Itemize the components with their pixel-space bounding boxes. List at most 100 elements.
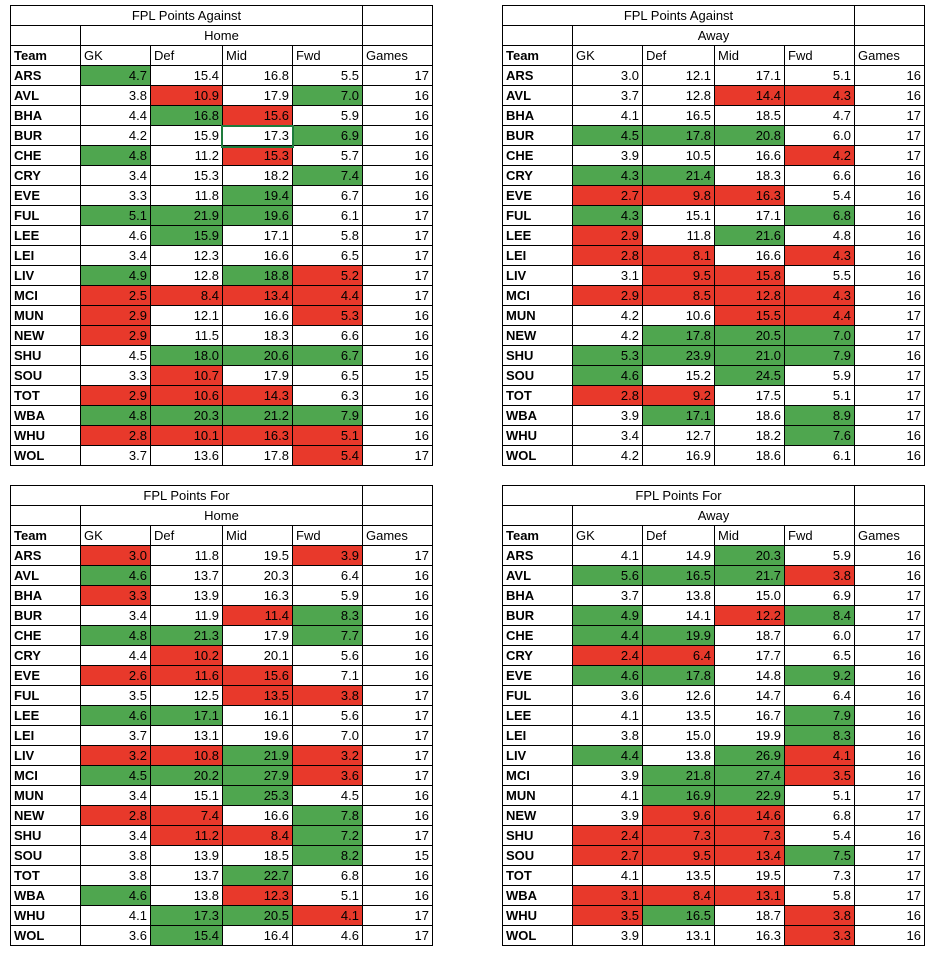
value-cell: 16 [362, 605, 433, 626]
team-cell: EVE [502, 185, 573, 206]
value-cell: 8.9 [784, 405, 855, 426]
value-cell: 16 [854, 185, 925, 206]
value-cell: 2.9 [80, 305, 151, 326]
value-cell: 16 [854, 85, 925, 106]
value-cell: 21.9 [150, 205, 223, 226]
value-cell: 5.6 [292, 705, 363, 726]
value-cell: 6.6 [784, 165, 855, 186]
value-cell: 11.8 [642, 225, 715, 246]
value-cell: 17 [362, 925, 433, 946]
value-cell: 7.9 [292, 405, 363, 426]
value-cell: 16 [854, 925, 925, 946]
value-cell: 4.2 [572, 305, 643, 326]
value-cell: 9.5 [642, 845, 715, 866]
value-cell: 16 [854, 905, 925, 926]
column-header: Team [502, 525, 573, 546]
value-cell: 22.9 [714, 785, 785, 806]
value-cell: 15.9 [150, 225, 223, 246]
team-cell: CHE [502, 145, 573, 166]
team-cell: AVL [10, 565, 81, 586]
value-cell: 4.2 [572, 325, 643, 346]
value-cell: 13.5 [222, 685, 293, 706]
team-cell: TOT [10, 385, 81, 406]
value-cell: 3.4 [80, 605, 151, 626]
value-cell: 7.7 [292, 625, 363, 646]
empty-cell [10, 505, 81, 526]
value-cell: 9.2 [642, 385, 715, 406]
value-cell: 15.5 [714, 305, 785, 326]
value-cell: 17 [854, 305, 925, 326]
value-cell: 8.4 [784, 605, 855, 626]
value-cell: 4.6 [80, 225, 151, 246]
value-cell: 12.8 [150, 265, 223, 286]
value-cell: 3.8 [80, 845, 151, 866]
value-cell: 17.8 [642, 325, 715, 346]
value-cell: 2.8 [572, 245, 643, 266]
column-header: Def [150, 525, 223, 546]
value-cell: 16.6 [222, 305, 293, 326]
value-cell: 4.1 [572, 705, 643, 726]
value-cell: 3.3 [784, 925, 855, 946]
value-cell: 19.4 [222, 185, 293, 206]
value-cell: 4.9 [80, 265, 151, 286]
team-cell: BHA [10, 105, 81, 126]
value-cell: 17.8 [642, 125, 715, 146]
team-cell: ARS [502, 545, 573, 566]
team-cell: BUR [502, 125, 573, 146]
team-cell: WOL [502, 925, 573, 946]
value-cell: 17 [362, 725, 433, 746]
value-cell: 3.5 [80, 685, 151, 706]
value-cell: 10.5 [642, 145, 715, 166]
value-cell: 3.3 [80, 365, 151, 386]
value-cell: 5.6 [292, 645, 363, 666]
value-cell: 7.6 [784, 425, 855, 446]
value-cell: 26.9 [714, 745, 785, 766]
value-cell: 16 [362, 645, 433, 666]
value-cell: 13.9 [150, 585, 223, 606]
value-cell: 18.5 [222, 845, 293, 866]
team-cell: CRY [10, 165, 81, 186]
value-cell: 6.9 [292, 125, 363, 146]
value-cell: 16 [362, 665, 433, 686]
value-cell: 2.8 [80, 805, 151, 826]
team-cell: SHU [10, 825, 81, 846]
value-cell: 3.4 [80, 245, 151, 266]
value-cell: 20.5 [714, 325, 785, 346]
team-cell: SHU [502, 825, 573, 846]
value-cell: 5.1 [784, 385, 855, 406]
team-cell: NEW [10, 805, 81, 826]
value-cell: 19.9 [714, 725, 785, 746]
value-cell: 9.5 [642, 265, 715, 286]
value-cell: 25.3 [222, 785, 293, 806]
column-header: Mid [714, 45, 785, 66]
empty-cell [854, 505, 925, 526]
value-cell: 12.2 [714, 605, 785, 626]
value-cell: 4.3 [784, 85, 855, 106]
value-cell: 16 [854, 545, 925, 566]
value-cell: 7.0 [292, 725, 363, 746]
value-cell: 4.8 [80, 625, 151, 646]
value-cell: 5.1 [784, 65, 855, 86]
value-cell: 2.9 [572, 225, 643, 246]
value-cell: 13.5 [642, 705, 715, 726]
column-header: Fwd [292, 525, 363, 546]
value-cell: 3.3 [80, 585, 151, 606]
team-cell: WOL [10, 445, 81, 466]
value-cell: 17.9 [222, 365, 293, 386]
value-cell: 20.6 [222, 345, 293, 366]
value-cell: 16.5 [642, 905, 715, 926]
table-subtitle: Home [80, 505, 363, 526]
value-cell: 20.2 [150, 765, 223, 786]
value-cell: 11.2 [150, 825, 223, 846]
value-cell: 8.1 [642, 245, 715, 266]
value-cell: 4.6 [292, 925, 363, 946]
value-cell: 4.6 [572, 365, 643, 386]
team-cell: AVL [10, 85, 81, 106]
value-cell: 7.1 [292, 665, 363, 686]
value-cell: 11.6 [150, 665, 223, 686]
value-cell: 16 [362, 805, 433, 826]
value-cell: 16 [854, 745, 925, 766]
value-cell: 17 [854, 405, 925, 426]
column-header: Team [10, 45, 81, 66]
value-cell: 4.7 [80, 65, 151, 86]
